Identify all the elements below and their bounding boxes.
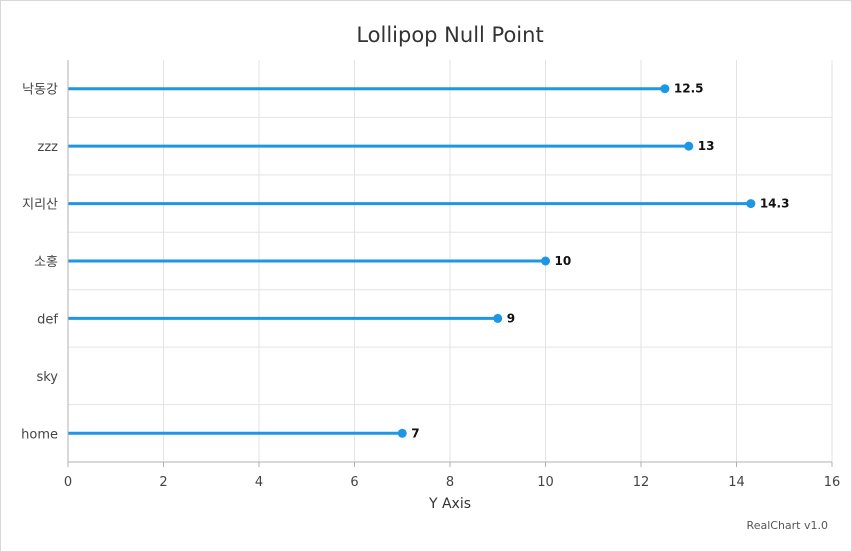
lollipop-point[interactable] [684,141,694,151]
lollipop-point[interactable] [746,199,756,209]
x-tick-label: 12 [633,475,650,490]
data-label: 9 [507,311,515,325]
category-label: home [21,427,58,442]
x-tick-label: 4 [255,475,263,490]
x-tick-label: 0 [64,475,72,490]
x-tick-label: 10 [537,475,554,490]
category-label: 소홍 [34,255,58,270]
credit-label: RealChart v1.0 [747,519,828,532]
x-tick-label: 16 [824,475,841,490]
x-axis-ticks: 0 2 4 6 8 10 12 14 16 [64,462,840,490]
data-label: 13 [698,139,715,153]
category-label: 지리산 [22,198,58,213]
category-label: 낙동강 [22,83,58,98]
x-tick-label: 14 [728,475,745,490]
lollipop-point[interactable] [493,313,503,323]
x-tick-label: 8 [446,475,454,490]
category-label: def [37,312,58,327]
chart-marks: 12.5 13 14.3 10 9 7 [68,82,790,440]
chart-title: Lollipop Null Point [356,23,543,47]
lollipop-point[interactable] [660,84,670,94]
x-axis-title: Y Axis [428,496,471,512]
data-label: 10 [555,254,572,268]
lollipop-point[interactable] [541,256,550,266]
data-label: 12.5 [674,82,704,96]
grid [68,60,833,462]
x-tick-label: 2 [159,475,167,490]
data-label: 7 [411,426,419,440]
data-label: 14.3 [760,197,790,211]
category-label: sky [36,370,58,385]
lollipop-point[interactable] [397,428,407,438]
x-tick-label: 6 [350,475,358,490]
category-label: zzz [38,140,59,155]
